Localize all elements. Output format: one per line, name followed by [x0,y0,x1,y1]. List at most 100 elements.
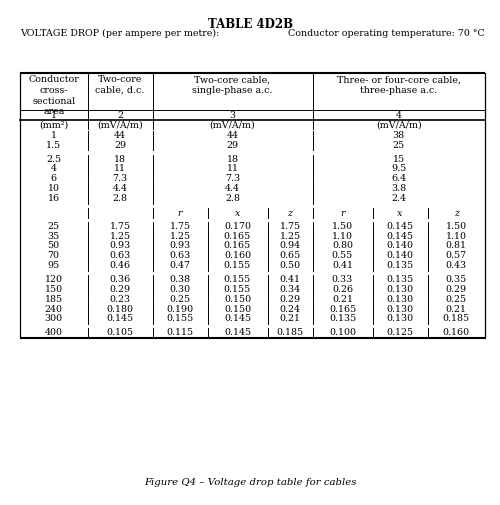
Text: 0.29: 0.29 [110,285,130,294]
Text: 0.135: 0.135 [386,275,413,284]
Text: 0.190: 0.190 [166,305,194,314]
Text: 1.75: 1.75 [110,222,130,231]
Text: 35: 35 [48,231,60,240]
Text: 2: 2 [117,111,123,120]
Text: 0.130: 0.130 [386,294,413,304]
Text: 0.47: 0.47 [170,261,190,270]
Text: 3.8: 3.8 [391,184,406,193]
Text: Three- or four-core cable,
three-phase a.c.: Three- or four-core cable, three-phase a… [337,75,461,95]
Text: 0.30: 0.30 [170,285,190,294]
Text: 0.150: 0.150 [224,294,251,304]
Text: 50: 50 [48,241,60,250]
Text: 0.63: 0.63 [110,251,130,260]
Text: Two-core
cable, d.c.: Two-core cable, d.c. [96,75,144,95]
Text: 3: 3 [230,111,235,120]
Text: 0.140: 0.140 [386,241,413,250]
Text: 0.145: 0.145 [224,328,251,337]
Text: z: z [454,209,459,218]
Text: 0.125: 0.125 [386,328,413,337]
Text: 1: 1 [51,111,57,120]
Text: 0.80: 0.80 [332,241,353,250]
Text: 70: 70 [48,251,60,260]
Text: 0.145: 0.145 [224,314,251,323]
Text: 0.115: 0.115 [166,328,194,337]
Text: 0.33: 0.33 [332,275,353,284]
Text: 0.55: 0.55 [332,251,353,260]
Text: 7.3: 7.3 [112,174,128,183]
Text: 29: 29 [226,140,238,149]
Text: 25: 25 [392,140,405,149]
Text: 0.57: 0.57 [446,251,467,260]
Text: TABLE 4D2B: TABLE 4D2B [208,18,292,31]
Text: 0.165: 0.165 [329,305,356,314]
Text: 4: 4 [396,111,402,120]
Text: 0.24: 0.24 [280,305,300,314]
Text: 0.130: 0.130 [386,305,413,314]
Text: 95: 95 [48,261,60,270]
Text: 18: 18 [226,155,238,164]
Text: 0.43: 0.43 [446,261,467,270]
Text: 0.180: 0.180 [106,305,134,314]
Text: (mV/A/m): (mV/A/m) [210,121,256,130]
Text: 38: 38 [392,131,405,140]
Text: 0.160: 0.160 [442,328,470,337]
Text: 185: 185 [44,294,63,304]
Text: 0.145: 0.145 [106,314,134,323]
Text: 7.3: 7.3 [225,174,240,183]
Text: 0.25: 0.25 [170,294,190,304]
Text: 0.21: 0.21 [280,314,300,323]
Text: 150: 150 [44,285,63,294]
Text: 10: 10 [48,184,60,193]
Text: 0.41: 0.41 [332,261,353,270]
Text: 0.41: 0.41 [280,275,300,284]
Text: 1.25: 1.25 [280,231,300,240]
Text: 400: 400 [45,328,63,337]
Text: 0.150: 0.150 [224,305,251,314]
Text: 0.34: 0.34 [280,285,300,294]
Text: 0.29: 0.29 [280,294,300,304]
Text: 1.50: 1.50 [446,222,467,231]
Text: 0.135: 0.135 [329,314,356,323]
Text: 0.36: 0.36 [110,275,130,284]
Text: 6.4: 6.4 [391,174,406,183]
Text: 0.130: 0.130 [386,285,413,294]
Text: Figure Q4 – Voltage drop table for cables: Figure Q4 – Voltage drop table for cable… [144,478,356,487]
Text: 0.185: 0.185 [276,328,303,337]
Text: 4.4: 4.4 [225,184,240,193]
Text: 44: 44 [226,131,238,140]
Text: 0.145: 0.145 [386,222,413,231]
Text: 1: 1 [51,131,57,140]
Text: 9.5: 9.5 [391,164,406,173]
Text: 0.93: 0.93 [170,241,190,250]
Text: 25: 25 [48,222,60,231]
Text: Conductor operating temperature: 70 °C: Conductor operating temperature: 70 °C [288,29,485,38]
Text: 44: 44 [114,131,126,140]
Text: 0.140: 0.140 [386,251,413,260]
Text: 0.21: 0.21 [446,305,467,314]
Text: 11: 11 [114,164,126,173]
Text: z: z [288,209,292,218]
Text: 2.5: 2.5 [46,155,62,164]
Text: 15: 15 [392,155,405,164]
Text: 0.160: 0.160 [224,251,251,260]
Text: 0.145: 0.145 [386,231,413,240]
Text: x: x [235,209,240,218]
Text: 2.8: 2.8 [225,194,240,203]
Text: 0.25: 0.25 [446,294,467,304]
Text: 0.93: 0.93 [110,241,130,250]
Text: r: r [178,209,182,218]
Text: 0.21: 0.21 [332,294,353,304]
Text: 0.50: 0.50 [280,261,300,270]
Text: Conductor
cross-
sectional
area: Conductor cross- sectional area [28,75,79,117]
Text: 1.50: 1.50 [332,222,353,231]
Text: 29: 29 [114,140,126,149]
Text: 0.46: 0.46 [110,261,130,270]
Text: 1.10: 1.10 [332,231,353,240]
Text: (mm²): (mm²) [39,121,68,130]
Text: 300: 300 [44,314,63,323]
Text: 0.63: 0.63 [170,251,190,260]
Text: 0.81: 0.81 [446,241,467,250]
Text: 1.75: 1.75 [170,222,190,231]
Text: Two-core cable,
single-phase a.c.: Two-core cable, single-phase a.c. [192,75,273,95]
Text: 1.5: 1.5 [46,140,62,149]
